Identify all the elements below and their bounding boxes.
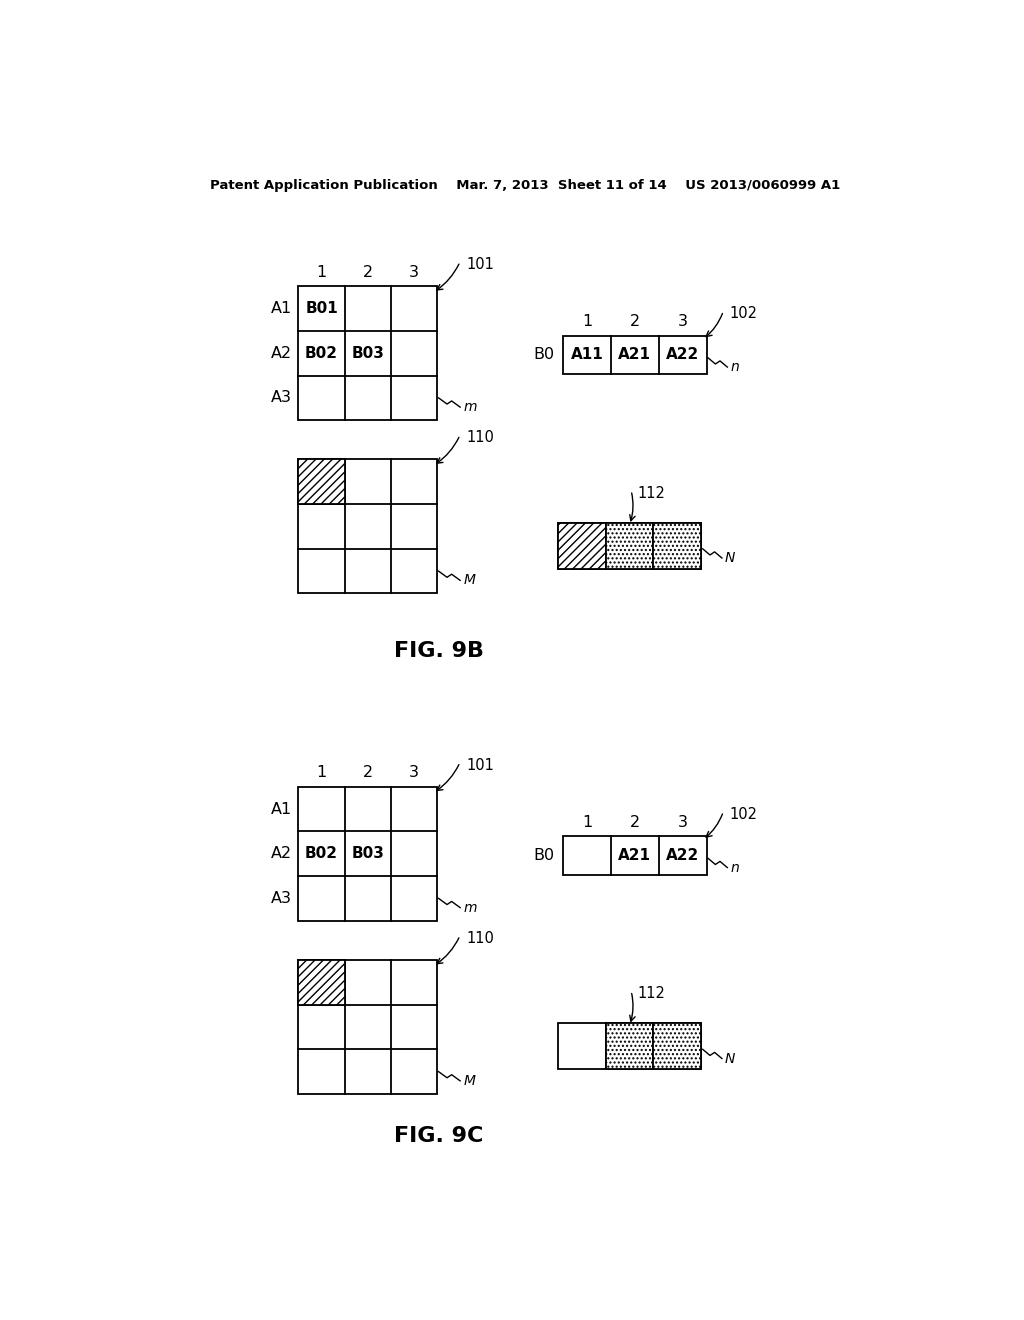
Text: n: n bbox=[730, 861, 739, 875]
Text: 2: 2 bbox=[362, 265, 373, 280]
Text: 102: 102 bbox=[730, 306, 758, 322]
Text: B03: B03 bbox=[351, 346, 384, 360]
Text: 3: 3 bbox=[678, 814, 688, 830]
Text: FIG. 9B: FIG. 9B bbox=[393, 642, 483, 661]
Bar bbox=[653, 1023, 701, 1069]
Text: A21: A21 bbox=[618, 847, 651, 863]
Text: 1: 1 bbox=[582, 814, 592, 830]
Bar bbox=[298, 960, 437, 1094]
Text: m: m bbox=[463, 400, 477, 414]
Text: 3: 3 bbox=[409, 766, 419, 780]
Text: A3: A3 bbox=[271, 891, 292, 906]
Text: 2: 2 bbox=[630, 814, 640, 830]
Text: A1: A1 bbox=[271, 801, 292, 817]
Text: A3: A3 bbox=[271, 391, 292, 405]
Text: A21: A21 bbox=[618, 347, 651, 362]
Text: 1: 1 bbox=[316, 766, 327, 780]
Bar bbox=[563, 836, 707, 875]
Text: 1: 1 bbox=[316, 265, 327, 280]
Text: 101: 101 bbox=[466, 257, 495, 272]
Text: N: N bbox=[725, 550, 735, 565]
Text: A2: A2 bbox=[271, 346, 292, 360]
Text: FIG. 9C: FIG. 9C bbox=[394, 1126, 483, 1146]
Text: 110: 110 bbox=[466, 430, 495, 445]
Text: B02: B02 bbox=[305, 846, 338, 861]
Text: 3: 3 bbox=[678, 314, 688, 329]
Bar bbox=[298, 960, 345, 1005]
Bar bbox=[558, 523, 605, 569]
Text: B0: B0 bbox=[534, 847, 555, 863]
Text: A22: A22 bbox=[666, 347, 699, 362]
Text: A1: A1 bbox=[271, 301, 292, 315]
Text: A2: A2 bbox=[271, 846, 292, 861]
Text: N: N bbox=[725, 1052, 735, 1065]
Text: 2: 2 bbox=[630, 314, 640, 329]
Text: 2: 2 bbox=[362, 766, 373, 780]
Bar bbox=[558, 1023, 701, 1069]
Bar bbox=[298, 459, 345, 504]
Text: 102: 102 bbox=[730, 807, 758, 822]
Bar bbox=[605, 1023, 653, 1069]
Bar bbox=[605, 523, 653, 569]
Text: 3: 3 bbox=[409, 265, 419, 280]
Bar bbox=[558, 523, 701, 569]
Text: 1: 1 bbox=[582, 314, 592, 329]
Bar bbox=[653, 523, 701, 569]
Text: M: M bbox=[463, 573, 475, 587]
Text: 101: 101 bbox=[466, 758, 495, 772]
Text: B03: B03 bbox=[351, 846, 384, 861]
Text: A11: A11 bbox=[570, 347, 603, 362]
Bar bbox=[563, 335, 707, 374]
Text: M: M bbox=[463, 1074, 475, 1088]
Text: Patent Application Publication    Mar. 7, 2013  Sheet 11 of 14    US 2013/006099: Patent Application Publication Mar. 7, 2… bbox=[210, 178, 840, 191]
Text: A22: A22 bbox=[666, 847, 699, 863]
Text: m: m bbox=[463, 900, 477, 915]
Bar bbox=[298, 286, 437, 420]
Text: B01: B01 bbox=[305, 301, 338, 315]
Bar bbox=[298, 459, 437, 594]
Text: 112: 112 bbox=[637, 486, 666, 500]
Text: n: n bbox=[730, 360, 739, 374]
Text: B0: B0 bbox=[534, 347, 555, 362]
Text: 112: 112 bbox=[637, 986, 666, 1002]
Text: B02: B02 bbox=[305, 346, 338, 360]
Bar bbox=[298, 787, 437, 921]
Text: 110: 110 bbox=[466, 931, 495, 946]
